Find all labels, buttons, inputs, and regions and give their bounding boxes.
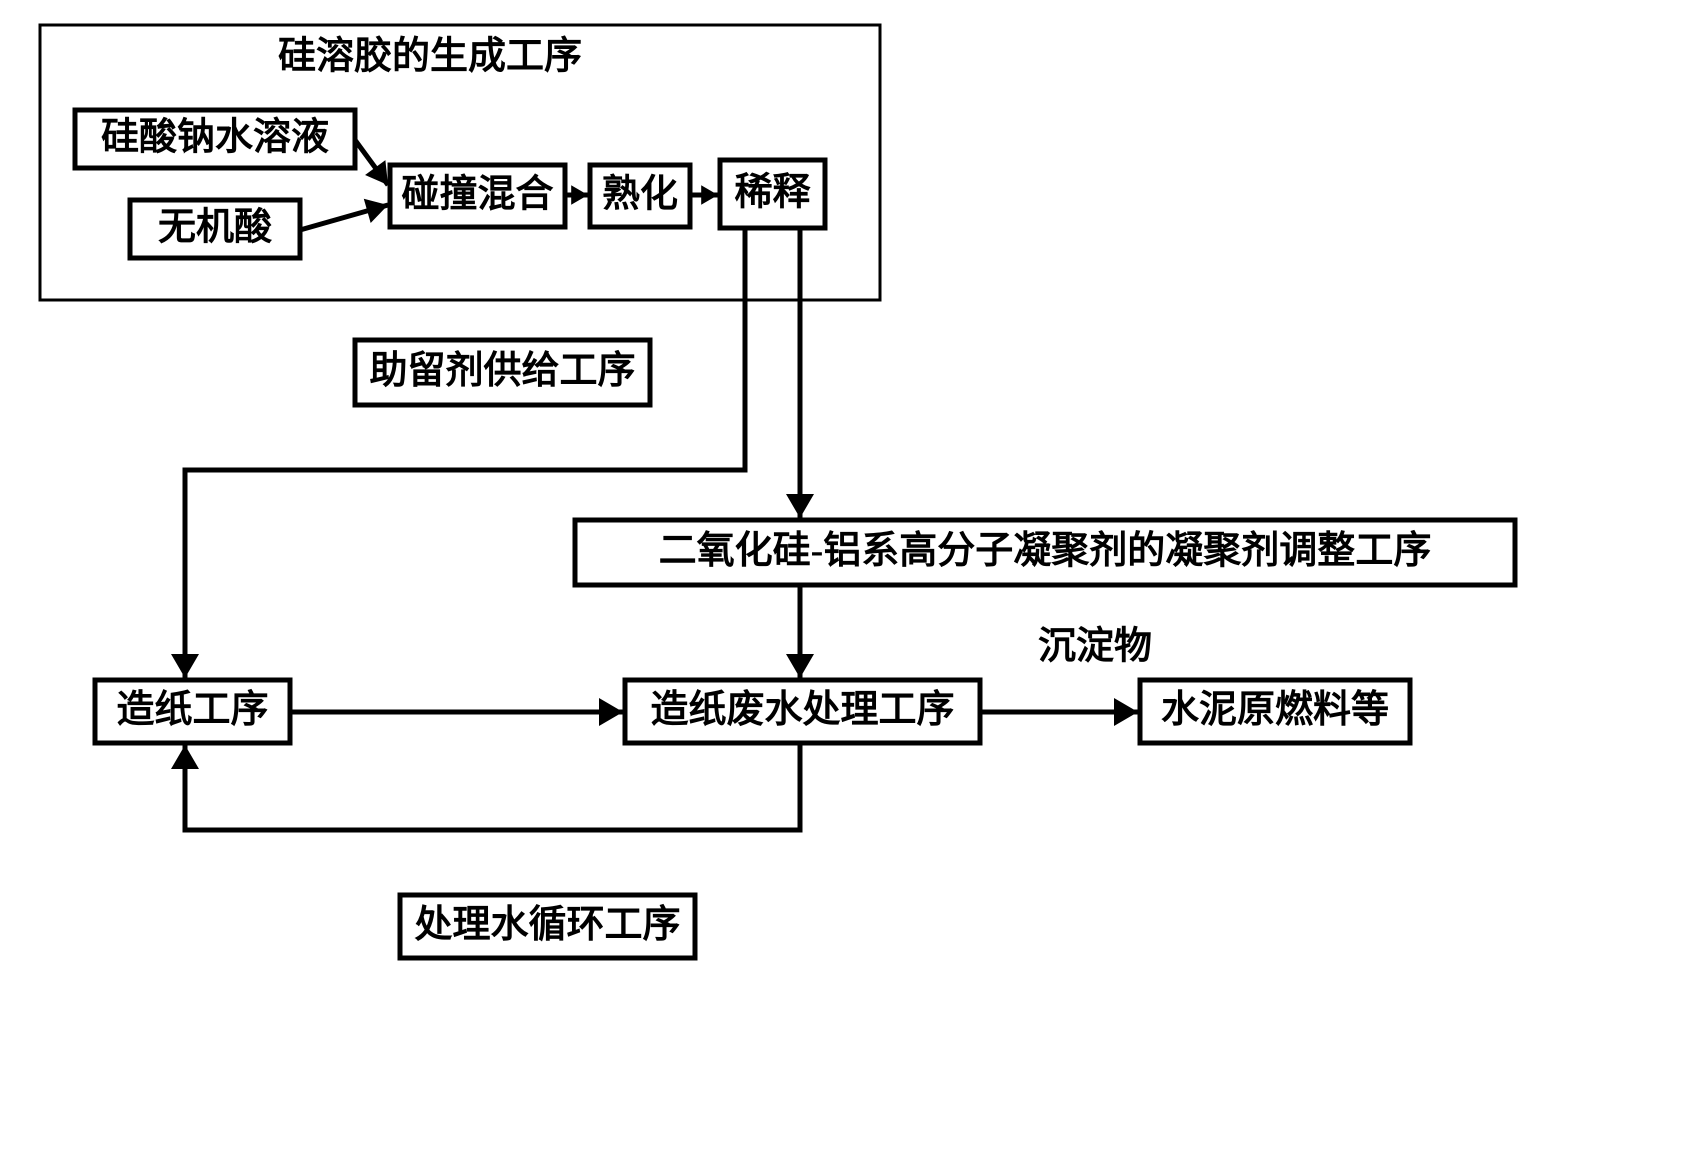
arrow-head: [599, 698, 623, 726]
arrow-head: [571, 185, 588, 205]
label: 硅溶胶的生成工序: [278, 36, 582, 78]
arrow-head: [701, 185, 718, 205]
arrow-head: [786, 494, 814, 518]
label: 沉淀物: [1038, 626, 1152, 668]
label: 硅酸钠水溶液: [101, 117, 329, 159]
label: 二氧化硅-铝系高分子凝聚剂的凝聚剂调整工序: [659, 530, 1432, 572]
label: 无机酸: [158, 207, 273, 249]
arrow-head: [1114, 698, 1138, 726]
arrow-head: [786, 654, 814, 678]
label: 助留剂供给工序: [369, 350, 635, 392]
label: 造纸废水处理工序: [650, 689, 954, 731]
arrow-line: [185, 228, 745, 678]
arrow-head: [171, 745, 199, 769]
arrow-head: [171, 654, 199, 678]
label: 碰撞混合: [401, 174, 553, 216]
label: 造纸工序: [116, 689, 268, 731]
arrow-head: [365, 160, 388, 185]
label: 稀释: [734, 172, 811, 214]
arrow-head: [364, 199, 388, 223]
label: 处理水循环工序: [414, 904, 680, 946]
label: 熟化: [602, 174, 678, 216]
arrow-line: [185, 743, 800, 830]
label: 水泥原燃料等: [1161, 689, 1389, 731]
